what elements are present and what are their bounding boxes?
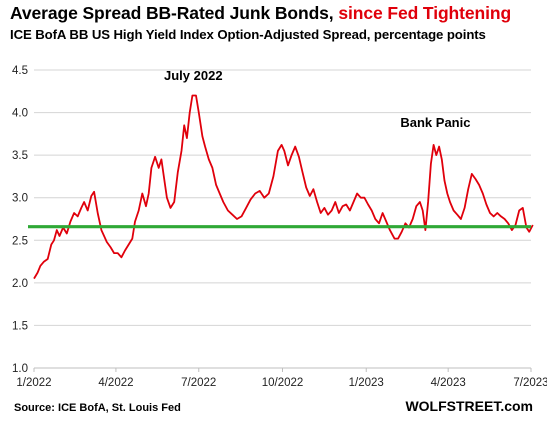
x-tick-label-4/2023: 4/2023 [431, 377, 466, 389]
y-tick-label-4.5: 4.5 [12, 65, 28, 77]
annotation-label-0: July 2022 [164, 68, 223, 83]
source-note: Source: ICE BofA, St. Louis Fed [14, 402, 181, 414]
x-tick-label-7/2023: 7/2023 [513, 377, 547, 389]
x-tick-label-10/2022: 10/2022 [262, 377, 304, 389]
chart-title: Average Spread BB-Rated Junk Bonds, sinc… [10, 3, 511, 24]
x-tick-label-1/2022: 1/2022 [16, 377, 51, 389]
y-tick-label-3.0: 3.0 [12, 193, 28, 205]
chart-subtitle: ICE BofA BB US High Yield Index Option-A… [10, 27, 486, 42]
y-tick-label-1.5: 1.5 [12, 320, 28, 332]
y-tick-label-1.0: 1.0 [12, 363, 28, 375]
y-tick-label-2.0: 2.0 [12, 278, 28, 290]
chart-title-highlight: since Fed Tightening [338, 3, 512, 23]
chart-title-main: Average Spread BB-Rated Junk Bonds, [10, 3, 334, 23]
series-line-0 [33, 94, 534, 280]
brand-logo-text: WOLFSTREET.com [405, 398, 533, 414]
y-tick-label-2.5: 2.5 [12, 235, 28, 247]
x-tick-label-1/2023: 1/2023 [349, 377, 384, 389]
y-tick-label-3.5: 3.5 [12, 150, 28, 162]
x-tick-label-4/2022: 4/2022 [98, 377, 133, 389]
annotation-label-1: Bank Panic [400, 115, 470, 130]
y-tick-label-4.0: 4.0 [12, 108, 28, 120]
x-tick-label-7/2022: 7/2022 [181, 377, 216, 389]
